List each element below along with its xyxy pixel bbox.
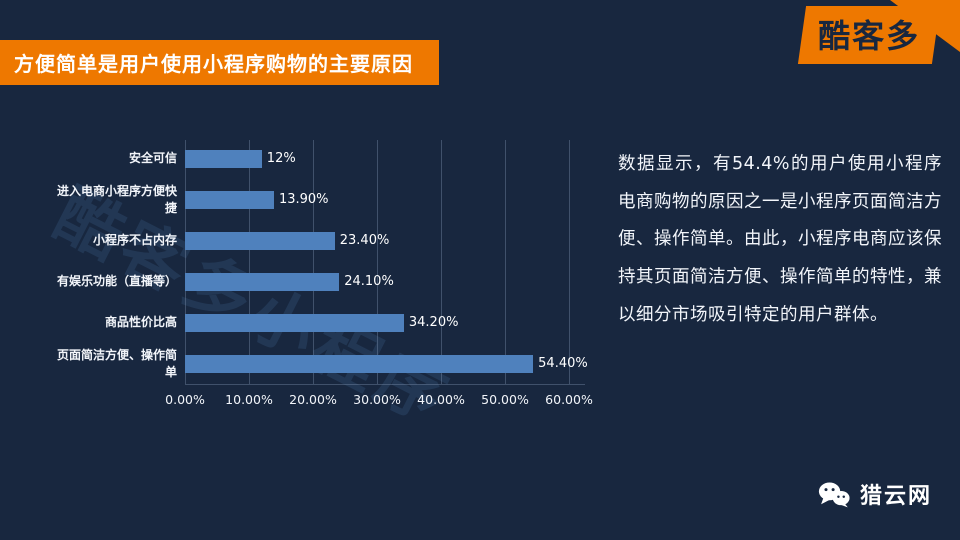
x-tick-label: 40.00% <box>417 392 465 407</box>
bar-value-label: 24.10% <box>344 274 394 289</box>
category-label: 有娱乐功能（直播等） <box>56 274 177 289</box>
footer-brand: 猎云网 <box>818 478 932 510</box>
bar-value-label: 12% <box>266 151 296 166</box>
bar-value-label: 54.40% <box>538 356 588 371</box>
bar <box>185 313 404 332</box>
x-tick-label: 60.00% <box>545 392 593 407</box>
page-title: 方便简单是用户使用小程序购物的主要原因 <box>14 52 413 76</box>
chart-plot-area: 酷客多小程序 安全可信 12% 进入电商小程序方便快捷 13.90% 小程序不占内存 23… <box>43 138 588 440</box>
chart-row: 页面简洁方便、操作简单 54.40% <box>55 343 588 384</box>
bar-value-label: 13.90% <box>278 192 329 207</box>
category-label: 安全可信 <box>128 151 177 166</box>
bar-value-label: 34.20% <box>408 315 459 330</box>
x-tick-label: 30.00% <box>353 392 401 407</box>
commentary-text: 数据显示，有54.4%的用户使用小程序电商购物的原因之一是小程序页面简洁方便、操… <box>618 154 942 325</box>
bar-track: 54.40% <box>185 343 588 384</box>
chart-row: 小程序不占内存 23.40% <box>55 220 585 261</box>
bar <box>185 149 262 168</box>
wechat-icon <box>818 482 850 507</box>
bar <box>185 231 335 250</box>
brand-logo-text: 酷客多 <box>818 17 921 55</box>
bar-value-label: 23.40% <box>339 233 390 248</box>
bar <box>185 190 274 209</box>
chart-x-axis: 0.00% 10.00% 20.00% 30.00% 40.00% 50.00% 60.00… <box>165 384 593 411</box>
bar-track: 23.40% <box>185 220 585 261</box>
bar-track: 12% <box>185 138 585 179</box>
bar-track: 34.20% <box>185 302 585 343</box>
x-tick-label: 10.00% <box>225 392 273 407</box>
x-tick-label: 20.00% <box>289 392 337 407</box>
brand-logo: 酷客多 <box>797 6 941 64</box>
bar-chart: 酷客多小程序 安全可信 12% 进入电商小程序方便快捷 13.90% 小程序不占内存 23… <box>43 138 593 440</box>
category-label: 进入电商小程序方便快捷 <box>56 184 177 215</box>
x-tick-label: 50.00% <box>481 392 529 407</box>
chart-row: 有娱乐功能（直播等） 24.10% <box>55 261 585 302</box>
category-label: 小程序不占内存 <box>92 233 177 248</box>
title-banner: 方便简单是用户使用小程序购物的主要原因 <box>0 40 439 85</box>
bar <box>185 354 534 373</box>
x-tick-label: 0.00% <box>165 392 205 407</box>
bar <box>185 272 340 291</box>
bar-track: 24.10% <box>185 261 585 302</box>
category-label: 页面简洁方便、操作简单 <box>56 348 177 379</box>
chart-row: 商品性价比高 34.20% <box>55 302 585 343</box>
chart-row: 进入电商小程序方便快捷 13.90% <box>55 179 585 220</box>
chart-row: 安全可信 12% <box>55 138 585 179</box>
footer-brand-text: 猎云网 <box>859 484 932 509</box>
category-label: 商品性价比高 <box>104 315 177 330</box>
bar-track: 13.90% <box>185 179 585 220</box>
